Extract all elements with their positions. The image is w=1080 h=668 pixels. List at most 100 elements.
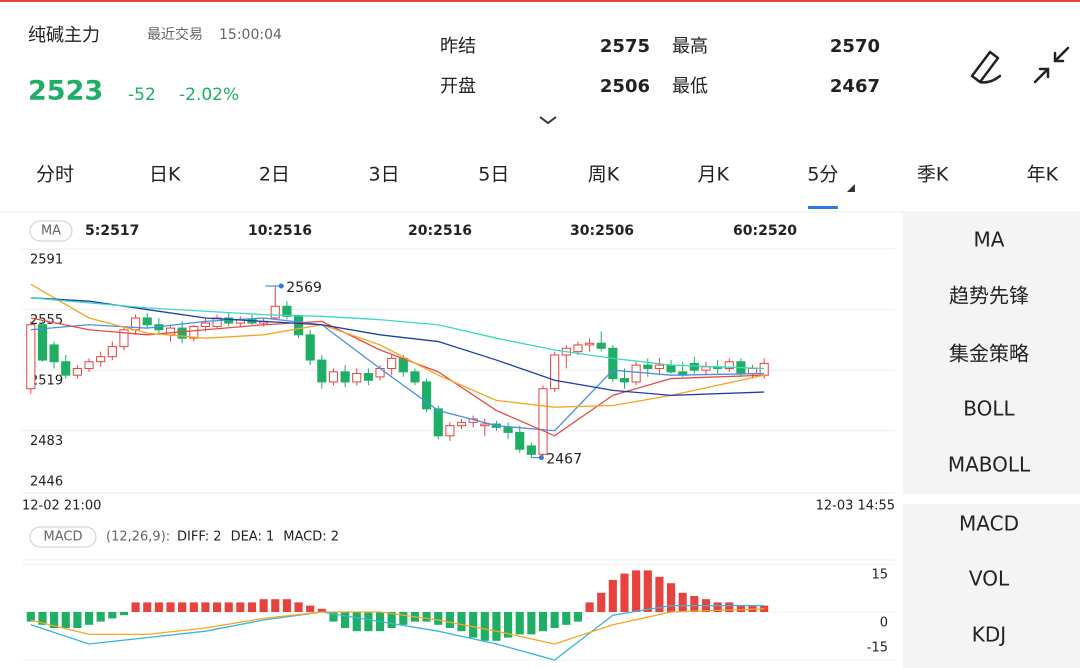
- macd-bar: [73, 612, 82, 628]
- macd-bar: [61, 612, 70, 628]
- macd-bar: [399, 612, 408, 625]
- period-tab[interactable]: 年K: [1027, 164, 1059, 186]
- candle-body: [282, 305, 292, 317]
- macd-bar: [445, 612, 454, 628]
- last-price: 2523: [28, 76, 103, 107]
- candle-body: [189, 325, 199, 339]
- period-tab[interactable]: 5日: [478, 164, 509, 186]
- candle-body: [422, 381, 432, 410]
- period-tab[interactable]: 5分: [807, 164, 838, 186]
- edit-icon[interactable]: [970, 50, 1002, 84]
- low-marker-dot: [538, 455, 544, 461]
- candle-body: [410, 371, 420, 383]
- candle-body: [165, 327, 176, 336]
- macd-bar: [352, 612, 361, 632]
- period-tab[interactable]: 日K: [149, 164, 181, 186]
- price-change-pct: -2.02%: [179, 85, 239, 105]
- macd-bar: [364, 612, 373, 632]
- macd-bar: [26, 612, 35, 622]
- candle-body: [538, 388, 548, 455]
- period-tab[interactable]: 分时: [36, 164, 74, 186]
- candle-body: [689, 362, 699, 371]
- macd-bar: [387, 612, 396, 628]
- candle-body: [387, 357, 397, 369]
- macd-bar: [84, 612, 94, 625]
- macd-signal-line: [30, 608, 765, 645]
- macd-bar: [259, 599, 268, 612]
- macd-badge[interactable]: [29, 526, 97, 548]
- macd-bar: [515, 612, 524, 635]
- macd-bar: [224, 602, 233, 612]
- macd-bar: [527, 612, 536, 635]
- macd-bar: [154, 602, 163, 612]
- candle-body: [526, 445, 536, 455]
- candle-body: [293, 315, 304, 336]
- candle-body: [96, 356, 106, 363]
- shrink-icon[interactable]: [1033, 46, 1070, 84]
- indicator-menu-item[interactable]: BOLL: [963, 397, 1015, 421]
- candle-body: [503, 426, 513, 433]
- candle-body: [200, 322, 211, 327]
- indicator-menu-item[interactable]: VOL: [969, 567, 1010, 591]
- macd-y-tick-label: 15: [871, 568, 888, 583]
- side-menu-gap: [903, 494, 1080, 504]
- macd-bar: [585, 602, 594, 612]
- period-tab[interactable]: 3日: [369, 164, 400, 186]
- macd-bar: [306, 605, 315, 612]
- stat-value: 2506: [600, 76, 650, 97]
- period-tab[interactable]: 月K: [697, 164, 729, 186]
- ma-badge[interactable]: [29, 220, 73, 242]
- macd-bar: [271, 599, 280, 612]
- macd-bar: [294, 602, 303, 612]
- candle-body: [352, 373, 362, 383]
- candle-body: [759, 362, 769, 376]
- ma-legend: 20:2516: [408, 223, 472, 239]
- macd-bar: [434, 612, 443, 625]
- macd-bar: [329, 612, 338, 622]
- candle-body: [445, 425, 455, 437]
- indicator-menu-item[interactable]: MACD: [959, 512, 1019, 536]
- indicator-menu-item[interactable]: 趋势先锋: [949, 284, 1029, 308]
- candle-body: [177, 327, 187, 339]
- ma-line: [30, 297, 765, 370]
- period-tab[interactable]: 季K: [917, 164, 949, 186]
- indicator-menu-item[interactable]: KDJ: [972, 623, 1006, 647]
- candle-body: [37, 324, 48, 361]
- stat-label: 最高: [672, 36, 708, 57]
- stat-value: 2575: [600, 36, 650, 57]
- macd-indicator-label: DIFF: 2: [177, 530, 222, 545]
- candle-body: [584, 342, 595, 346]
- candle-body: [631, 364, 641, 383]
- macd-bar: [562, 612, 571, 625]
- macd-bar: [166, 602, 175, 612]
- indicator-menu-item[interactable]: MA: [974, 228, 1005, 252]
- ma-line: [30, 283, 765, 408]
- ma-legend: 5:2517: [85, 223, 139, 239]
- indicator-menu-item[interactable]: MABOLL: [948, 453, 1031, 477]
- period-tab[interactable]: 2日: [259, 164, 290, 186]
- expand-chevron[interactable]: [539, 116, 557, 125]
- macd-bar: [236, 602, 245, 612]
- candle-body: [596, 342, 606, 349]
- macd-bar: [608, 580, 617, 612]
- candle-body: [433, 408, 443, 437]
- y-tick-label: 2591: [30, 253, 63, 268]
- candle-body: [26, 324, 36, 390]
- last-trade-label: 最近交易: [147, 26, 203, 43]
- candle-body: [363, 373, 373, 381]
- indicator-menu-item[interactable]: 集金策略: [949, 342, 1029, 366]
- macd-indicator-label: DEA: 1: [231, 530, 275, 545]
- candle-body: [480, 423, 490, 427]
- macd-bar: [143, 602, 152, 612]
- low-label: 2467: [546, 452, 582, 468]
- ma-line: [30, 297, 765, 397]
- active-tab-underline: [807, 206, 838, 209]
- macd-bar: [178, 602, 187, 612]
- macd-bar: [201, 602, 210, 612]
- candle-body: [550, 354, 560, 390]
- candle-body: [119, 329, 129, 348]
- macd-y-tick-label: 0: [880, 616, 888, 631]
- period-tab[interactable]: 周K: [588, 164, 620, 186]
- macd-bar: [480, 612, 489, 641]
